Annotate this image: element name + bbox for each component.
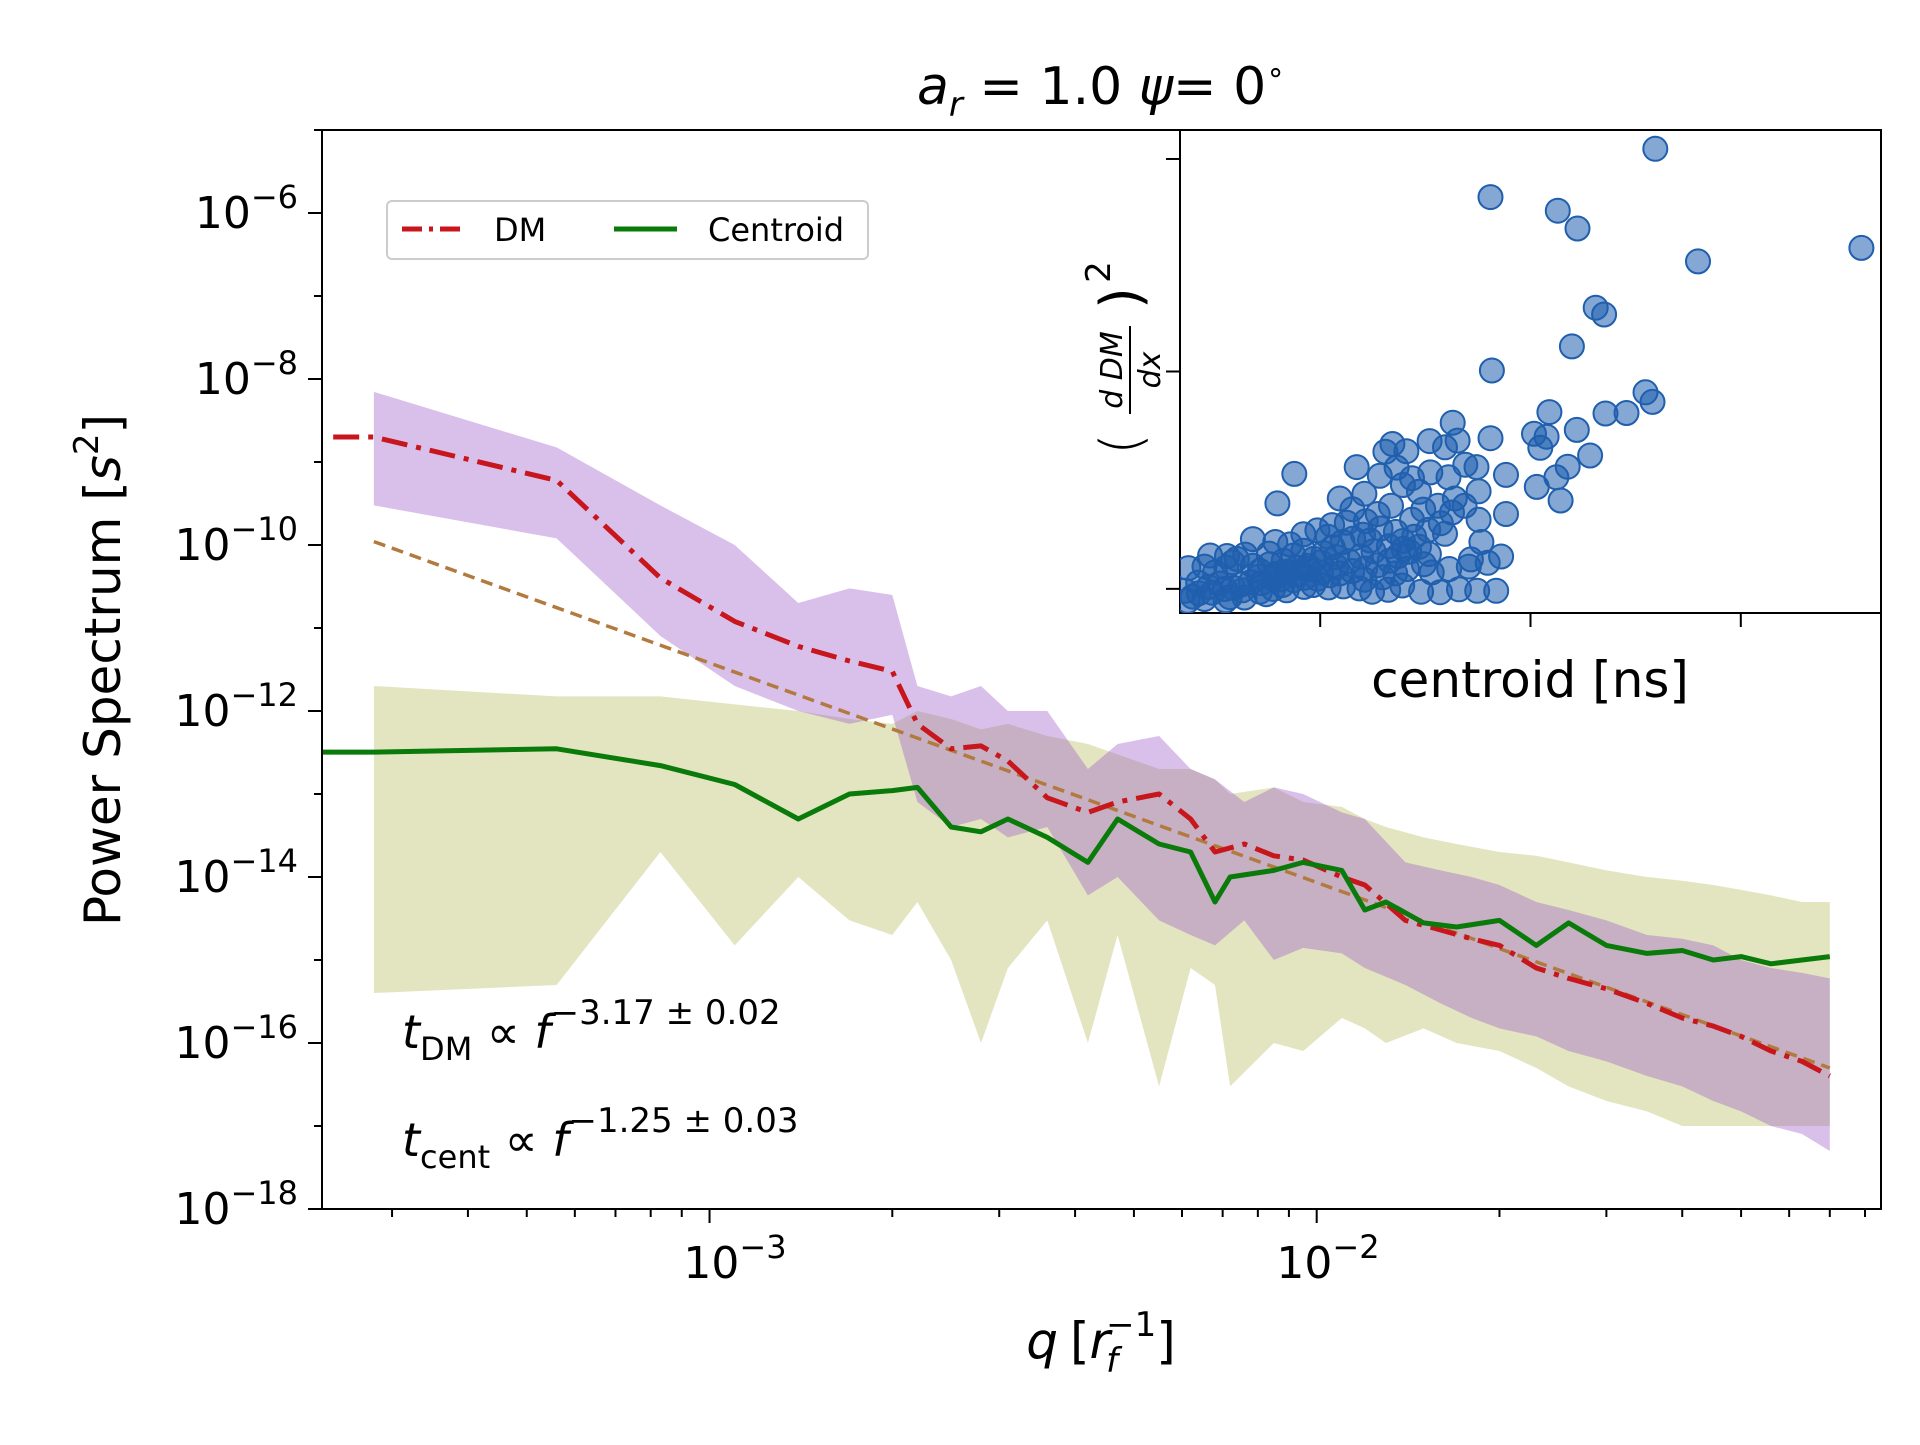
inset-point <box>1281 460 1308 487</box>
inset-y-label-num: d DM <box>1095 331 1130 409</box>
x-tick-labels: 10−3 10−2 <box>683 1228 1379 1289</box>
inset-point <box>1547 487 1574 514</box>
inset-point <box>1523 473 1550 500</box>
inset-point <box>1685 248 1711 275</box>
annotation-dm: tDM ∝ f−3.17 ± 0.02 <box>402 993 781 1068</box>
main-bands <box>373 391 1830 1151</box>
y-tick-label: 10−18 <box>174 1174 298 1235</box>
main-lines <box>322 434 1831 1079</box>
inset-point <box>1493 501 1519 527</box>
inset-ticks <box>1166 157 1742 627</box>
inset-point <box>1488 543 1515 570</box>
inset-point <box>1533 423 1560 450</box>
y-tick-labels: 10−6 10−8 10−10 10−12 10−14 10−16 10−18 <box>174 178 298 1235</box>
chart-title: ar = 1.0 ψ= 0∘ <box>917 55 1285 125</box>
legend-dm-label: DM <box>494 211 546 249</box>
inset-y-label: ( d DM dx ) 2 <box>1079 261 1168 455</box>
inset-point <box>1483 577 1510 604</box>
x-tick-label: 10−3 <box>683 1228 786 1289</box>
fit-line <box>373 539 1831 1070</box>
inset-point <box>1493 461 1519 488</box>
band-dm <box>373 391 1830 1151</box>
inset-point <box>1564 215 1591 242</box>
main-axes-frame <box>321 129 1882 1210</box>
series-dm-line <box>333 434 1831 1079</box>
y-tick-label: 10−6 <box>195 178 298 239</box>
legend: DM Centroid <box>386 200 869 260</box>
inset-y-label-den: dx <box>1133 351 1168 388</box>
inset-point <box>1264 490 1291 517</box>
band-centroid <box>373 686 1830 1126</box>
inset-point <box>1536 399 1563 426</box>
legend-centroid-label: Centroid <box>708 211 844 249</box>
x-tick-label: 10−2 <box>1276 1228 1379 1289</box>
inset-point <box>1544 197 1571 224</box>
inset-point <box>1478 357 1505 384</box>
inset-y-label-open: ( <box>1089 433 1154 455</box>
inset-point <box>1378 492 1404 519</box>
inset-x-label: centroid [ns] <box>1371 651 1689 709</box>
inset-point <box>1256 540 1282 567</box>
inset-point <box>1191 553 1218 580</box>
y-axis-label: Power Spectrum [s2] <box>67 414 132 926</box>
y-tick-label: 10−16 <box>174 1008 298 1069</box>
inset-point <box>1451 492 1478 519</box>
inset-point <box>1477 425 1504 452</box>
inset-point <box>1639 388 1666 415</box>
inset-point <box>1558 333 1585 360</box>
inset-point <box>1563 416 1590 443</box>
inset-y-label-close: ) <box>1089 287 1154 309</box>
inset-point <box>1613 400 1640 426</box>
inset-point <box>1463 454 1490 481</box>
annotation-centroid: tcent ∝ f−1.25 ± 0.03 <box>402 1101 798 1176</box>
y-tick-label: 10−10 <box>174 510 298 571</box>
inset-point <box>1351 480 1378 507</box>
inset-point <box>1848 234 1875 261</box>
inset-y-label-sup: 2 <box>1079 261 1119 283</box>
main-ticks <box>308 129 1867 1223</box>
inset-point <box>1642 135 1669 162</box>
inset-point <box>1591 301 1618 328</box>
y-tick-label: 10−8 <box>195 344 298 405</box>
inset-point <box>1416 428 1443 455</box>
y-tick-label: 10−14 <box>174 842 298 903</box>
inset-point <box>1343 454 1370 481</box>
inset-point <box>1399 465 1425 492</box>
inset-point <box>1577 442 1604 469</box>
inset-point <box>1314 523 1341 550</box>
inset-points <box>1180 135 1875 613</box>
y-tick-label: 10−12 <box>174 676 298 737</box>
inset-point <box>1477 184 1504 211</box>
series-centroid-line <box>322 746 1831 967</box>
inset-point <box>1427 510 1454 537</box>
